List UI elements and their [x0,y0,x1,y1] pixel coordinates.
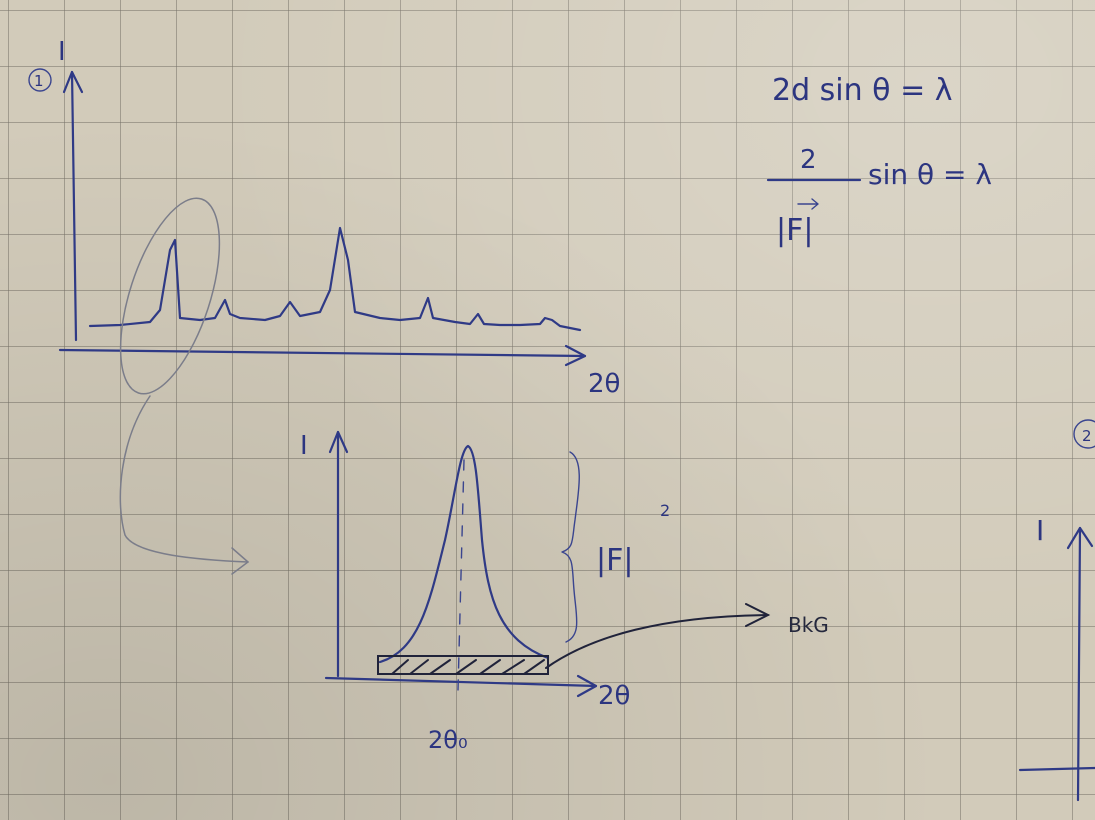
x-axis-2 [324,676,598,688]
peak-center-dashed [457,459,465,691]
partial-diagram-2: 2 I [1018,419,1095,802]
circled-number-1-text: 1 [34,72,44,90]
equations: 2d sin θ = λ 2 sin θ = λ |F| [766,73,992,248]
y-axis-label-2: I [300,431,308,461]
circled-number-2 [1073,419,1095,449]
y-axis-label-1: I [58,37,66,67]
y-axis-arrowhead-1 [62,70,84,94]
background-hatching [391,659,545,675]
y-axis-arrowhead-3 [1066,526,1094,550]
x-axis-label-1: 2θ [588,369,620,399]
peak-height-exponent: 2 [660,501,670,520]
x-axis-1 [58,348,587,358]
peak-position-label: 2θ₀ [428,726,468,754]
circled-number-2-text: 2 [1082,427,1092,445]
y-axis-label-3: I [1036,514,1044,547]
structure-equation-numerator: 2 [800,145,817,175]
y-axis-arrowhead-2 [328,430,349,454]
x-axis-arrowhead-2 [576,674,598,698]
vector-arrow [797,198,819,210]
zoom-arrow [119,395,249,563]
diffraction-trace [88,226,582,332]
bragg-equation: 2d sin θ = λ [772,73,953,108]
highlight-ellipse [119,197,221,395]
circled-number-1 [28,68,52,92]
y-axis-1 [70,70,78,342]
background-arrowhead [745,603,771,627]
background-arrow [545,614,769,669]
x-axis-3 [1018,766,1095,772]
zoomed-peak-diagram: I 2θ |F| 2 BkG 2θ₀ [300,430,829,754]
background-label: BkG [788,613,829,637]
structure-equation-rest: sin θ = λ [868,158,992,191]
background-region [377,655,549,675]
structure-equation-denominator: |F| [776,213,813,248]
x-axis-label-2: 2θ [598,681,630,711]
peak-height-brace [561,451,580,643]
peak-height-label: |F| [596,543,633,578]
x-axis-arrowhead-1 [564,344,587,367]
diffraction-pattern-overview: 1 I 2θ [28,37,620,575]
y-axis-3 [1076,526,1082,802]
single-peak-curve [378,444,550,664]
zoom-arrowhead [231,547,250,575]
